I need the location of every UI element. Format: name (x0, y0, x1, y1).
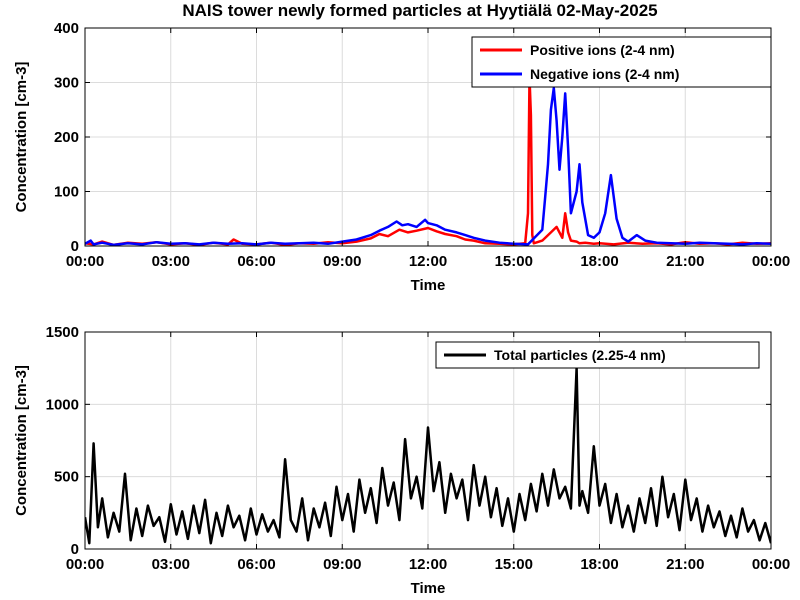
figure-title: NAIS tower newly formed particles at Hyy… (182, 1, 657, 20)
y-axis-label: Concentration [cm-3] (13, 62, 30, 213)
x-tick-label: 00:00 (66, 253, 104, 270)
y-tick-label: 200 (54, 129, 79, 146)
legend-label: Positive ions (2-4 nm) (530, 42, 675, 58)
legend-label: Total particles (2.25-4 nm) (494, 347, 666, 363)
y-tick-label: 0 (71, 238, 79, 255)
y-tick-label: 1000 (46, 396, 79, 413)
series-line-1 (85, 86, 771, 246)
y-tick-label: 0 (71, 541, 79, 558)
x-tick-label: 00:00 (752, 556, 790, 573)
x-tick-label: 21:00 (666, 556, 704, 573)
legend-box (435, 341, 760, 369)
y-tick-label: 1500 (46, 324, 79, 341)
x-tick-label: 06:00 (237, 556, 275, 573)
x-tick-label: 09:00 (323, 556, 361, 573)
x-tick-label: 12:00 (409, 556, 447, 573)
x-tick-label: 12:00 (409, 253, 447, 270)
y-tick-label: 500 (54, 469, 79, 486)
x-tick-label: 00:00 (752, 253, 790, 270)
series-line-0 (85, 366, 771, 545)
x-axis-label: Time (411, 277, 446, 294)
legend-box (471, 36, 772, 88)
y-tick-label: 400 (54, 20, 79, 37)
x-axis-label: Time (411, 580, 446, 597)
x-tick-label: 18:00 (580, 253, 618, 270)
x-tick-label: 15:00 (495, 556, 533, 573)
y-tick-label: 300 (54, 75, 79, 92)
x-tick-label: 15:00 (495, 253, 533, 270)
x-tick-label: 18:00 (580, 556, 618, 573)
y-tick-label: 100 (54, 184, 79, 201)
x-tick-label: 00:00 (66, 556, 104, 573)
x-tick-label: 03:00 (152, 556, 190, 573)
x-tick-label: 03:00 (152, 253, 190, 270)
x-tick-label: 06:00 (237, 253, 275, 270)
lower-chart-panel: 00:00 03:00 06:00 09:00 12:00 15:00 18:00 21:00… (13, 324, 790, 597)
legend-label: Negative ions (2-4 nm) (530, 66, 679, 82)
x-tick-label: 21:00 (666, 253, 704, 270)
upper-chart-panel: 00:00 03:00 06:00 09:00 12:00 15:00 18:00 21:00… (13, 20, 790, 294)
y-axis-label: Concentration [cm-3] (13, 365, 30, 516)
x-tick-label: 09:00 (323, 253, 361, 270)
